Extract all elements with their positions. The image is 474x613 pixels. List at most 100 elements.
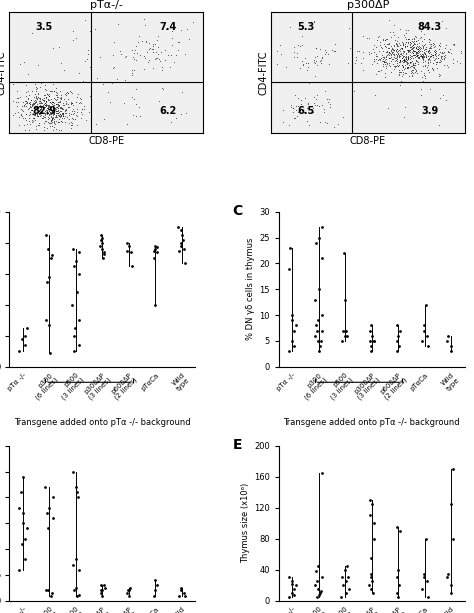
Point — [391, 20, 398, 30]
X-axis label: Transgene added onto pTα -/- background: Transgene added onto pTα -/- background — [14, 418, 191, 427]
Point — [37, 102, 45, 112]
Point — [389, 44, 396, 53]
Point — [145, 44, 153, 53]
Point — [30, 113, 38, 123]
Point — [389, 59, 397, 69]
Point — [368, 569, 375, 579]
Point — [426, 54, 433, 64]
Point — [436, 40, 443, 50]
Point — [413, 56, 421, 66]
Point — [64, 89, 72, 99]
Point — [422, 46, 430, 56]
Point — [289, 107, 297, 117]
Point — [407, 66, 415, 76]
Point — [32, 85, 40, 94]
Point — [371, 534, 378, 544]
Point — [19, 472, 27, 482]
Point — [430, 42, 438, 52]
Point — [412, 42, 419, 51]
Point — [408, 61, 415, 71]
Point — [21, 126, 29, 135]
Point — [68, 99, 75, 109]
Point — [393, 58, 401, 68]
Point — [69, 110, 76, 120]
Point — [46, 103, 54, 113]
Point — [403, 63, 410, 73]
Point — [48, 106, 56, 116]
Point — [175, 246, 183, 256]
Point — [130, 54, 138, 64]
Point — [36, 100, 44, 110]
Point — [393, 51, 401, 61]
Point — [419, 51, 427, 61]
Point — [67, 123, 75, 133]
Point — [162, 55, 169, 65]
Point — [374, 55, 382, 65]
Point — [426, 84, 434, 94]
Point — [373, 58, 381, 68]
Point — [404, 52, 411, 62]
Point — [44, 102, 52, 112]
Point — [310, 107, 317, 117]
Point — [407, 53, 414, 63]
Point — [100, 581, 108, 590]
Point — [26, 104, 33, 113]
Point — [82, 115, 90, 124]
Point — [425, 47, 432, 56]
Point — [402, 53, 410, 63]
Point — [22, 109, 29, 118]
Point — [418, 46, 425, 56]
Point — [409, 44, 416, 54]
Point — [315, 233, 323, 243]
Point — [17, 487, 25, 497]
Point — [41, 90, 48, 100]
Point — [54, 104, 62, 113]
Point — [410, 48, 417, 58]
Point — [338, 573, 346, 582]
Point — [312, 321, 320, 330]
Point — [444, 573, 451, 582]
Point — [73, 287, 81, 297]
Point — [97, 581, 105, 590]
Point — [438, 16, 446, 26]
Point — [399, 63, 407, 72]
Point — [400, 56, 408, 66]
Point — [78, 104, 85, 114]
Point — [352, 52, 360, 62]
Point — [406, 47, 414, 56]
Point — [393, 44, 401, 54]
Point — [288, 336, 295, 346]
Point — [54, 104, 62, 113]
Point — [33, 83, 41, 93]
Point — [50, 122, 58, 132]
Point — [407, 37, 414, 47]
Point — [27, 96, 35, 105]
Point — [379, 35, 387, 45]
Point — [414, 42, 421, 51]
Point — [21, 340, 29, 350]
Point — [41, 122, 48, 132]
Point — [19, 519, 27, 528]
Point — [47, 118, 55, 128]
Point — [58, 113, 65, 123]
Point — [405, 45, 412, 55]
Point — [292, 321, 300, 330]
Point — [311, 295, 319, 305]
Point — [429, 40, 437, 50]
Point — [418, 72, 426, 82]
Point — [445, 47, 452, 56]
Point — [285, 120, 292, 129]
Point — [58, 104, 66, 113]
Point — [36, 96, 43, 106]
Point — [140, 14, 148, 24]
Point — [67, 120, 75, 130]
Point — [45, 108, 52, 118]
Point — [23, 323, 30, 333]
Point — [56, 102, 64, 112]
Point — [313, 101, 320, 110]
Point — [437, 51, 445, 61]
Point — [400, 55, 408, 64]
Point — [78, 104, 86, 114]
Point — [331, 47, 339, 56]
Point — [400, 51, 408, 61]
